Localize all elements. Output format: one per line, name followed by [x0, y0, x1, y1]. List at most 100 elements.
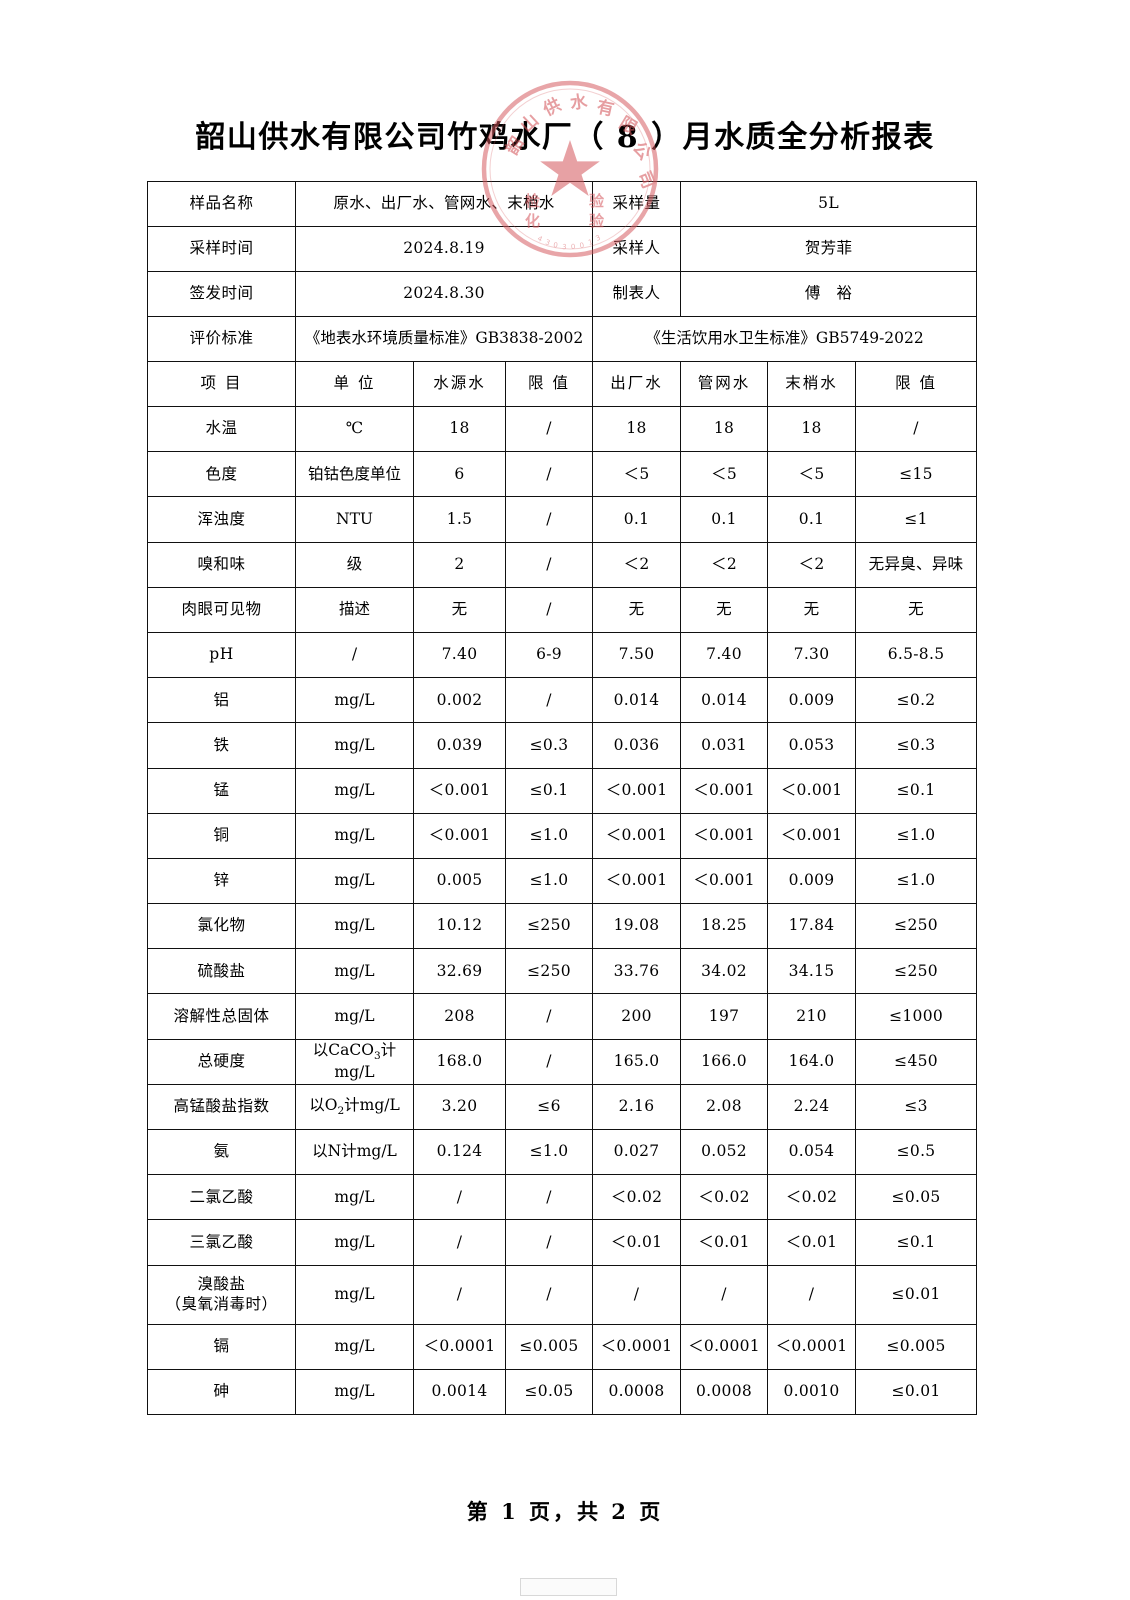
- row-network-water-value: ＜0.02: [680, 1174, 769, 1221]
- row-network-water-value: 0.1: [680, 496, 769, 543]
- row-item-label: 砷: [147, 1368, 296, 1415]
- row-network-water-value: 166.0: [680, 1038, 769, 1085]
- column-header-source-water: 水源水: [413, 361, 506, 407]
- sample-name-value: 原水、出厂水、管网水、末梢水: [294, 181, 594, 227]
- row-item-label: 三氯乙酸: [147, 1219, 296, 1266]
- row-source-water-value: 0.039: [413, 722, 506, 769]
- table-row: 二氯乙酸 mg/L / / ＜0.02 ＜0.02 ＜0.02 ≤0.05: [147, 1174, 978, 1221]
- row-network-water-value: 7.40: [680, 631, 769, 679]
- row-tap-water-value: ＜0.01: [767, 1219, 857, 1266]
- row-tap-water-value: 164.0: [767, 1038, 857, 1085]
- row-item-label: 铁: [147, 722, 296, 769]
- row-plant-water-value: 0.0008: [592, 1368, 682, 1415]
- sampler-label: 采样人: [592, 226, 682, 272]
- row-unit: 以N计mg/L: [295, 1128, 414, 1176]
- row-source-water-value: /: [413, 1219, 506, 1266]
- table-row: 嗅和味级 2/＜2 ＜2 ＜2 无异臭、异味: [147, 541, 978, 588]
- row-limit-value: ≤15: [855, 451, 978, 498]
- svg-text:水: 水: [569, 91, 590, 114]
- row-item-label: 铝: [147, 677, 296, 724]
- table-row: 硫酸盐 mg/L 32.69 ≤250 33.76 34.02 34.15 ≤250: [147, 948, 978, 995]
- row-limit-value: ≤0.05: [855, 1174, 978, 1221]
- row-plant-water-value: ＜5: [592, 451, 682, 498]
- row-unit: 级: [295, 541, 414, 588]
- row-tap-water-value: 17.84: [767, 903, 857, 950]
- row-source-water-value: 无: [413, 586, 506, 633]
- preparer-value: 傅 裕: [680, 271, 978, 317]
- row-plant-water-value: 0.1: [592, 496, 682, 543]
- row-source-water-value: 2: [413, 541, 506, 588]
- row-tap-water-value: ＜0.0001: [767, 1323, 857, 1370]
- standard-drinking-water: 《生活饮用水卫生标准》GB5749-2022: [592, 316, 978, 362]
- row-unit: mg/L: [295, 948, 414, 995]
- meta-row-sample-name: 样品名称 原水、出厂水、管网水、末梢水 采样量 5L: [147, 181, 978, 227]
- preparer-label: 制表人: [592, 271, 682, 317]
- row-source-limit-value: ≤1.0: [504, 857, 594, 905]
- row-tap-water-value: 210: [767, 993, 857, 1040]
- table-row: 总硬度 以CaCO3计mg/L 168.0/165.0 166.0 164.0 ≤450: [147, 1038, 978, 1085]
- row-unit: mg/L: [295, 1219, 414, 1266]
- row-limit-value: ≤450: [855, 1038, 978, 1085]
- row-tap-water-value: 0.054: [767, 1128, 857, 1176]
- table-header-row: 项 目 单 位 水源水 限 值 出厂水 管网水 末梢水 限 值: [147, 361, 978, 407]
- column-header-tap-water: 末梢水: [767, 361, 857, 407]
- row-tap-water-value: 2.24: [767, 1083, 857, 1131]
- row-source-water-value: 3.20: [413, 1083, 506, 1131]
- row-source-water-value: 0.124: [413, 1128, 506, 1176]
- row-network-water-value: /: [680, 1264, 769, 1325]
- row-limit-value: ≤0.1: [855, 767, 978, 814]
- row-plant-water-value: 0.027: [592, 1128, 682, 1176]
- row-source-water-value: /: [413, 1174, 506, 1221]
- row-plant-water-value: ＜0.0001: [592, 1323, 682, 1370]
- row-source-water-value: 0.005: [413, 857, 506, 905]
- row-limit-value: ≤3: [855, 1083, 978, 1131]
- table-row: 高锰酸盐指数 以O2计mg/L 3.20 ≤6 2.16 2.08 2.24 ≤3: [147, 1083, 978, 1131]
- table-row: 溶解性总固体 mg/L 208/200 197 210 ≤1000: [147, 993, 978, 1040]
- row-source-limit-value: ≤1.0: [504, 1128, 594, 1176]
- row-item-label: 锰: [147, 767, 296, 814]
- row-unit: 铂钴色度单位: [295, 451, 414, 498]
- row-source-water-value: ＜0.001: [413, 812, 506, 859]
- row-tap-water-value: 0.1: [767, 496, 857, 543]
- row-source-limit-value: ≤250: [504, 948, 594, 995]
- row-network-water-value: 18: [680, 405, 769, 453]
- row-source-limit-value: 6-9: [504, 631, 594, 679]
- row-network-water-value: 0.031: [680, 722, 769, 769]
- table-row: 三氯乙酸 mg/L / / ＜0.01 ＜0.01 ＜0.01 ≤0.1: [147, 1219, 978, 1266]
- table-row: 氯化物 mg/L 10.12 ≤250 19.08 18.25 17.84 ≤250: [147, 903, 978, 950]
- row-limit-value: ≤250: [855, 903, 978, 950]
- row-source-water-value: ＜0.001: [413, 767, 506, 814]
- row-network-water-value: 34.02: [680, 948, 769, 995]
- row-unit: mg/L: [295, 1264, 414, 1325]
- row-source-limit-value: /: [504, 496, 594, 543]
- row-limit-value: ≤250: [855, 948, 978, 995]
- row-tap-water-value: 0.009: [767, 857, 857, 905]
- row-source-limit-value: ≤0.05: [504, 1368, 594, 1415]
- row-source-limit-value: /: [504, 1038, 594, 1085]
- row-limit-value: /: [855, 405, 978, 453]
- row-plant-water-value: 2.16: [592, 1083, 682, 1131]
- row-tap-water-value: 18: [767, 405, 857, 453]
- meta-row-standard: 评价标准 《地表水环境质量标准》GB3838-2002 《生活饮用水卫生标准》G…: [147, 316, 978, 362]
- row-unit: mg/L: [295, 903, 414, 950]
- meta-row-issue-time: 签发时间 2024.8.30 制表人 傅 裕: [147, 271, 978, 317]
- row-item-label-line1: 溴酸盐: [197, 1275, 246, 1294]
- row-item-label: 水温: [147, 405, 296, 453]
- row-source-water-value: 0.0014: [413, 1368, 506, 1415]
- sample-volume-label: 采样量: [592, 181, 682, 227]
- scan-artifact: [520, 1578, 617, 1596]
- row-item-label: 溶解性总固体: [147, 993, 296, 1040]
- row-item-label: 硫酸盐: [147, 948, 296, 995]
- row-unit: mg/L: [295, 1174, 414, 1221]
- row-source-limit-value: ≤1.0: [504, 812, 594, 859]
- row-unit: ℃: [295, 405, 414, 453]
- row-network-water-value: 18.25: [680, 903, 769, 950]
- issue-time-label: 签发时间: [147, 271, 296, 317]
- row-item-label: 镉: [147, 1323, 296, 1370]
- sampler-value: 贺芳菲: [680, 226, 978, 272]
- row-limit-value: ≤0.3: [855, 722, 978, 769]
- row-plant-water-value: ＜0.02: [592, 1174, 682, 1221]
- row-plant-water-value: 0.036: [592, 722, 682, 769]
- row-unit: 以CaCO3计mg/L: [295, 1038, 414, 1085]
- row-source-water-value: 208: [413, 993, 506, 1040]
